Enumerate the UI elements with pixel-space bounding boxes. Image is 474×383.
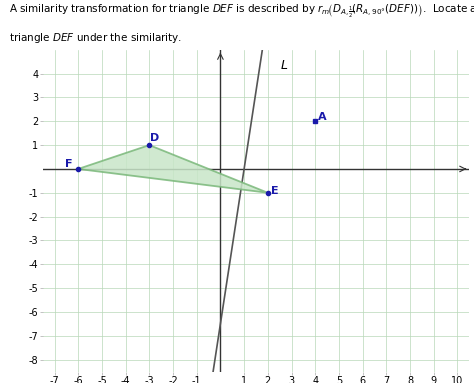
Text: A: A	[318, 112, 327, 122]
Text: triangle $\mathit{DEF}$ under the similarity.: triangle $\mathit{DEF}$ under the simila…	[9, 31, 182, 45]
Text: D: D	[151, 133, 160, 143]
Text: F: F	[65, 159, 73, 169]
Polygon shape	[78, 145, 268, 193]
Text: L: L	[281, 59, 288, 72]
Text: A similarity transformation for triangle $\mathit{DEF}$ is described by $r_m\!\l: A similarity transformation for triangle…	[9, 3, 474, 20]
Text: E: E	[271, 186, 278, 196]
